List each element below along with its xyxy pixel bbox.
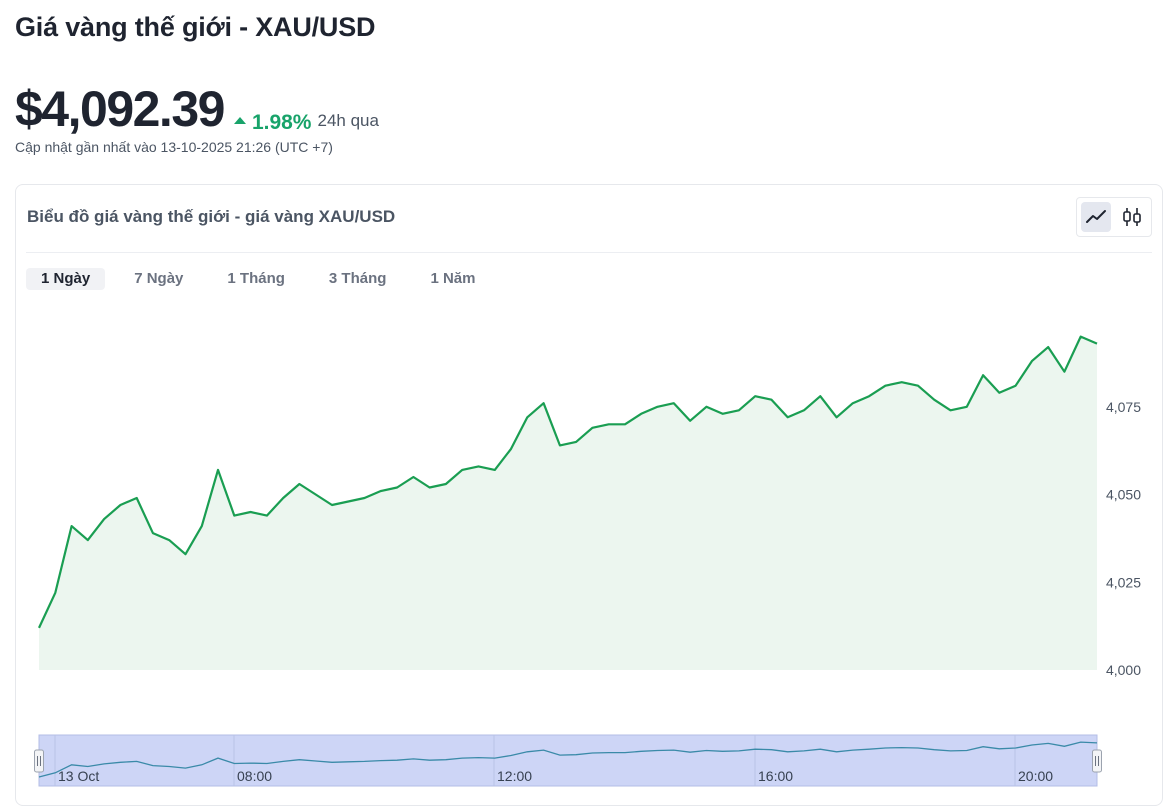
line-chart-icon	[1086, 210, 1106, 223]
navigator-right-handle[interactable]	[1092, 749, 1102, 773]
navigator-time-label: 16:00	[758, 768, 793, 784]
tab-3-months[interactable]: 3 Tháng	[328, 270, 387, 287]
chart-type-toggle	[1076, 197, 1152, 237]
navigator-line	[38, 741, 1098, 778]
card-divider	[26, 252, 1152, 253]
current-price: $4,092.39	[15, 81, 225, 137]
y-tick-label: 4,000	[1106, 662, 1141, 678]
price-change: 1.98%	[233, 110, 312, 135]
navigator-selection[interactable]	[38, 734, 1098, 787]
range-tabs: 1 Ngày 7 Ngày 1 Tháng 3 Tháng 1 Năm	[26, 268, 504, 290]
navigator-time-label: 13 Oct	[58, 768, 99, 784]
navigator-left-handle[interactable]	[34, 749, 44, 773]
change-period: 24h qua	[317, 111, 379, 130]
y-tick-label: 4,075	[1106, 399, 1141, 415]
arrow-up-icon	[233, 117, 246, 124]
tab-7-days[interactable]: 7 Ngày	[134, 270, 184, 287]
tab-1-year[interactable]: 1 Năm	[430, 270, 476, 287]
chart-area-fill	[39, 336, 1097, 670]
y-tick-label: 4,025	[1106, 574, 1141, 590]
price-line	[38, 335, 1098, 629]
page-title: Giá vàng thế giới - XAU/USD	[15, 12, 376, 42]
tab-1-day[interactable]: 1 Ngày	[26, 268, 106, 290]
line-chart-button[interactable]	[1081, 202, 1111, 232]
candlestick-icon	[1123, 208, 1141, 226]
navigator-time-label: 12:00	[497, 768, 532, 784]
navigator-time-label: 08:00	[237, 768, 272, 784]
tab-1-month[interactable]: 1 Tháng	[227, 270, 285, 287]
y-tick-label: 4,050	[1106, 487, 1141, 503]
price-chart[interactable]: 4,000 4,025 4,050 4,075	[0, 0, 1165, 700]
change-percent: 1.98%	[251, 110, 312, 134]
navigator-time-label: 20:00	[1018, 768, 1053, 784]
chart-card-title: Biểu đồ giá vàng thế giới - giá vàng XAU…	[27, 207, 396, 226]
price-row: $4,092.39 1.98% 24h qua	[15, 80, 379, 138]
candlestick-button[interactable]	[1117, 202, 1147, 232]
last-updated: Cập nhật gần nhất vào 13-10-2025 21:26 (…	[15, 139, 333, 155]
